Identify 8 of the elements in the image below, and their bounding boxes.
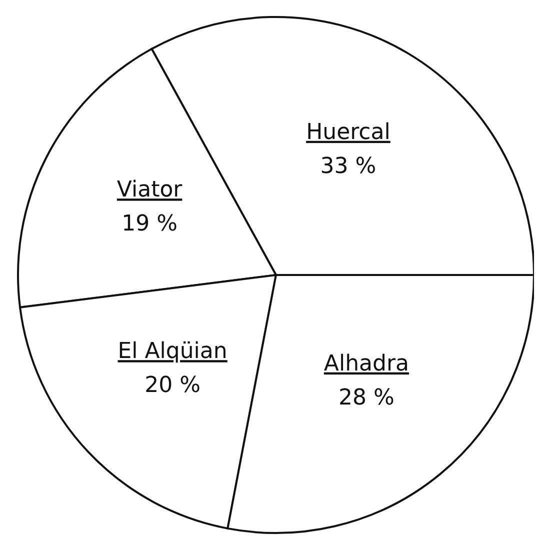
data-label: 19 % (122, 212, 178, 237)
data-label: 33 % (320, 154, 376, 179)
slice-label: Alhadra (324, 351, 409, 376)
data-label: 20 % (144, 373, 201, 398)
slice-label: El Alqüian (118, 339, 228, 364)
slice-label: Viator (116, 178, 184, 203)
slice-label: Huercal (306, 120, 390, 145)
data-label: 28 % (338, 385, 394, 410)
